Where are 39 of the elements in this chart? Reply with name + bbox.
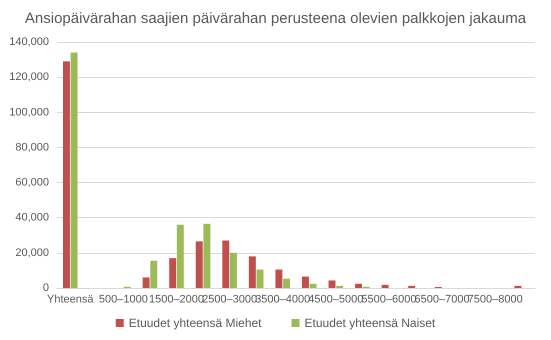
x-tick-label: 7500–8000 (468, 294, 523, 306)
bar (222, 240, 230, 288)
y-tick-label: 100,000 (9, 106, 49, 118)
y-tick-label: 0 (42, 282, 49, 294)
bar (283, 278, 290, 288)
x-tick-label: 4500–5000 (308, 294, 364, 306)
x-tick-label: 500–1000 (98, 294, 148, 306)
bar (382, 284, 389, 288)
x-tick-label: 6500–7000 (414, 294, 470, 306)
x-tick-label: 2500–3000 (202, 294, 258, 306)
x-tick-label: 1500–2000 (148, 294, 204, 306)
bar (203, 224, 210, 288)
bar (70, 52, 78, 288)
x-tick-label: 3500–4000 (255, 294, 310, 306)
bar (62, 61, 70, 288)
x-tick-label: 5500–6000 (361, 294, 416, 306)
bar (328, 280, 336, 288)
chart-title: Ansiopäivärahan saajien päivärahan perusteena olevien palkkojen jakauma (24, 10, 527, 27)
legend-label: Etuudet yhteensä Naiset (304, 316, 436, 330)
y-tick-label: 140,000 (9, 36, 49, 48)
bar (248, 256, 256, 288)
bar (169, 258, 176, 288)
bar (256, 270, 264, 288)
bar (355, 284, 362, 288)
bar (310, 284, 317, 288)
y-tick-label: 40,000 (15, 212, 49, 224)
bar (275, 270, 282, 288)
bar (176, 224, 184, 288)
bar (302, 276, 309, 288)
y-tick-label: 20,000 (15, 246, 49, 259)
bar (142, 277, 150, 288)
legend-label: Etuudet yhteensä Miehet (128, 316, 262, 330)
y-tick-label: 60,000 (15, 176, 49, 189)
y-tick-label: 120,000 (9, 71, 49, 84)
y-tick-label: 80,000 (15, 141, 49, 154)
bar (230, 252, 237, 288)
bar (150, 260, 158, 288)
x-tick-label: Yhteensä (47, 294, 94, 306)
bar (196, 241, 203, 288)
